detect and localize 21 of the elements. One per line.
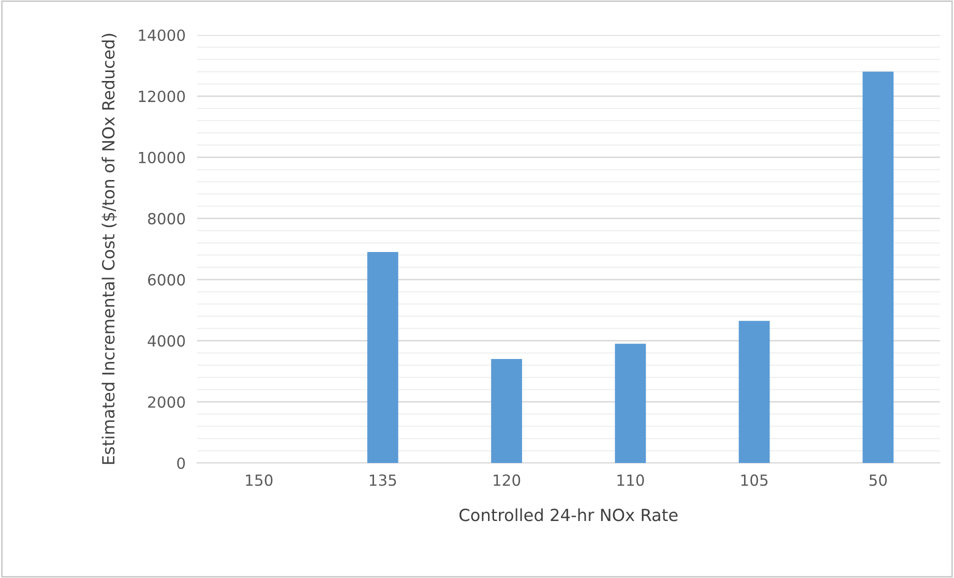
x-tick-label: 120	[494, 474, 520, 486]
y-tick-label: 0	[177, 457, 185, 470]
y-tick-label: 4000	[148, 335, 185, 347]
x-tick-label: 50	[870, 474, 887, 486]
bar	[862, 72, 894, 463]
y-tick-label: 6000	[148, 274, 185, 286]
x-axis-title: Controlled 24-hr NOx Rate	[459, 508, 678, 522]
y-tick-label: 2000	[148, 396, 185, 408]
x-tick-label: 135	[370, 474, 396, 486]
x-tick-label: 110	[618, 474, 644, 486]
bar	[367, 252, 398, 463]
y-axis-title: Estimated Incremental Cost ($/ton of NOx Reduced)	[102, 34, 117, 464]
bar	[738, 320, 770, 463]
bar	[491, 359, 522, 463]
x-tick-label: 105	[741, 474, 768, 486]
y-tick-label: 8000	[148, 212, 185, 224]
y-tick-label: 12000	[138, 90, 185, 102]
bar	[614, 344, 646, 463]
y-tick-label: 10000	[138, 152, 185, 164]
x-tick-label: 150	[246, 474, 272, 486]
y-tick-label: 14000	[138, 29, 185, 42]
